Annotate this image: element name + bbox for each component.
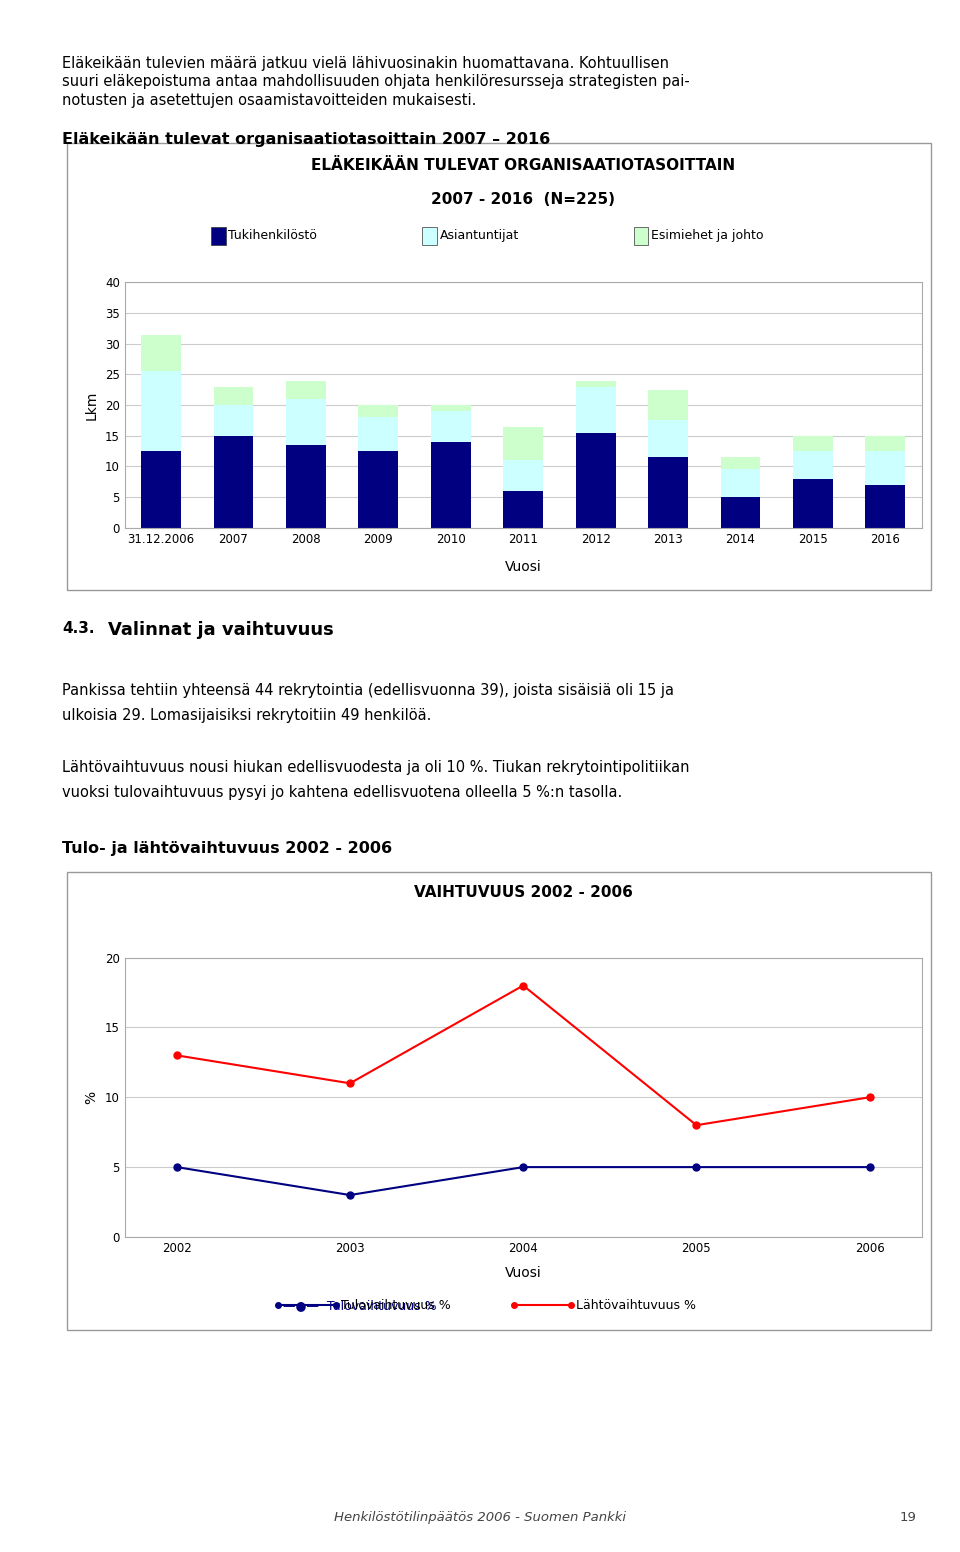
Bar <box>431 442 470 528</box>
Text: ELÄKEIKÄÄN TULEVAT ORGANISAATIOTASOITTAIN: ELÄKEIKÄÄN TULEVAT ORGANISAATIOTASOITTAI… <box>311 158 735 174</box>
Bar <box>793 436 833 452</box>
Bar <box>576 433 615 528</box>
Text: notusten ja asetettujen osaamistavoitteiden mukaisesti.: notusten ja asetettujen osaamistavoittei… <box>62 93 477 109</box>
Text: Pankissa tehtiin yhteensä 44 rekrytointia (edellisvuonna 39), joista sisäisiä ol: Pankissa tehtiin yhteensä 44 rekrytointi… <box>62 683 674 698</box>
Text: ulkoisia 29. Lomasijaisiksi rekrytoitiin 49 henkilöä.: ulkoisia 29. Lomasijaisiksi rekrytoitiin… <box>62 708 432 723</box>
Bar <box>286 380 325 399</box>
Bar <box>431 411 470 442</box>
Bar <box>866 452 905 484</box>
Text: VAIHTUVUUS 2002 - 2006: VAIHTUVUUS 2002 - 2006 <box>414 885 633 900</box>
Bar <box>141 335 180 371</box>
Bar <box>503 427 543 461</box>
Bar <box>358 452 398 528</box>
Bar <box>721 458 760 469</box>
Bar <box>866 484 905 528</box>
Bar <box>358 405 398 417</box>
Bar <box>648 421 688 458</box>
Bar <box>213 405 253 436</box>
Bar <box>431 405 470 411</box>
Bar <box>358 417 398 452</box>
Bar <box>721 469 760 497</box>
Bar <box>648 390 688 421</box>
Bar <box>721 497 760 528</box>
Text: Vuosi: Vuosi <box>505 1266 541 1280</box>
Bar <box>576 386 615 433</box>
Text: 4.3.: 4.3. <box>62 621 95 636</box>
Text: %: % <box>84 1091 98 1103</box>
Text: 19: 19 <box>900 1512 917 1524</box>
Text: Vuosi: Vuosi <box>505 560 541 574</box>
Text: Lähtövaihtuvuus %: Lähtövaihtuvuus % <box>576 1299 696 1311</box>
Text: Henkilöstötilinpäätös 2006 - Suomen Pankki: Henkilöstötilinpäätös 2006 - Suomen Pank… <box>334 1512 626 1524</box>
Text: Lkm: Lkm <box>84 391 98 419</box>
Bar <box>576 380 615 386</box>
Bar <box>793 478 833 528</box>
Text: 2007 - 2016  (N=225): 2007 - 2016 (N=225) <box>431 192 615 208</box>
Bar <box>213 436 253 528</box>
Text: Eläkeikään tulevien määrä jatkuu vielä lähivuosinakin huomattavana. Kohtuullisen: Eläkeikään tulevien määrä jatkuu vielä l… <box>62 56 669 71</box>
Text: vuoksi tulovaihtuvuus pysyi jo kahtena edellisvuotena olleella 5 %:n tasolla.: vuoksi tulovaihtuvuus pysyi jo kahtena e… <box>62 785 623 801</box>
Bar <box>286 445 325 528</box>
Bar <box>503 490 543 528</box>
Bar <box>648 458 688 528</box>
Text: Valinnat ja vaihtuvuus: Valinnat ja vaihtuvuus <box>108 621 334 639</box>
Text: suuri eläkepoistuma antaa mahdollisuuden ohjata henkilöresursseja strategisten p: suuri eläkepoistuma antaa mahdollisuuden… <box>62 74 690 90</box>
Bar <box>503 461 543 490</box>
Bar <box>141 452 180 528</box>
Bar <box>286 399 325 445</box>
Text: Eläkeikään tulevat organisaatiotasoittain 2007 – 2016: Eläkeikään tulevat organisaatiotasoittai… <box>62 132 551 147</box>
Text: Tulovaihtuvuus %: Tulovaihtuvuus % <box>341 1299 450 1311</box>
Text: Asiantuntijat: Asiantuntijat <box>440 230 519 242</box>
Bar <box>141 371 180 452</box>
Text: Esimiehet ja johto: Esimiehet ja johto <box>651 230 763 242</box>
Text: Tulo- ja lähtövaihtuvuus 2002 - 2006: Tulo- ja lähtövaihtuvuus 2002 - 2006 <box>62 841 393 857</box>
Bar <box>213 386 253 405</box>
Text: Tukihenkilöstö: Tukihenkilöstö <box>228 230 318 242</box>
Text: Lähtövaihtuvuus nousi hiukan edellisvuodesta ja oli 10 %. Tiukan rekrytointipoli: Lähtövaihtuvuus nousi hiukan edellisvuod… <box>62 760 690 776</box>
Text: —●—  Tulovaihtuvuus %: —●— Tulovaihtuvuus % <box>283 1299 437 1311</box>
Bar <box>866 436 905 452</box>
Bar <box>793 452 833 478</box>
